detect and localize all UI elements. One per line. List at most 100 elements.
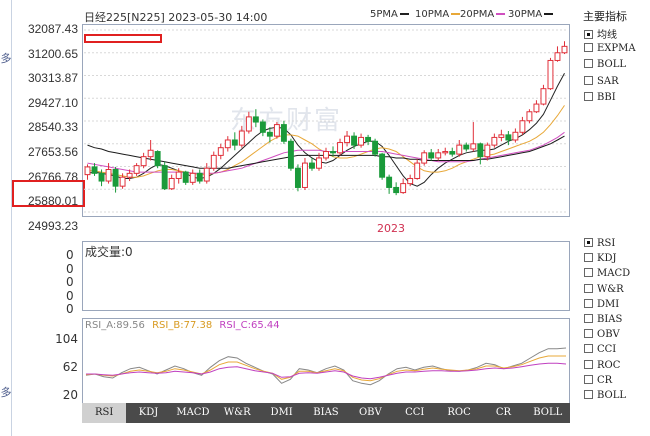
indicator-label: BBI <box>597 92 616 103</box>
candle-body <box>287 140 294 169</box>
candle-body <box>245 116 252 132</box>
ma-legend-swatch <box>544 13 554 15</box>
indicator-label: 均线 <box>597 30 617 41</box>
tab-cr[interactable]: CR <box>495 407 511 418</box>
tab-roc[interactable]: ROC <box>447 407 471 418</box>
candle-body <box>294 167 301 188</box>
chart-header-title: 日经225[N225] 2023-05-30 14:00 <box>84 11 268 24</box>
candle-body <box>119 176 126 187</box>
candle-body <box>302 162 308 188</box>
sub-indicator-item[interactable]: ROC <box>584 359 620 371</box>
x-axis-year-label: 2023 <box>377 222 405 235</box>
checkbox-icon[interactable] <box>584 75 593 85</box>
checkbox-icon[interactable] <box>584 374 593 384</box>
sub-indicator-item[interactable]: CCI <box>584 344 616 355</box>
candle-body <box>238 130 245 146</box>
volume-tick-label: 0 <box>66 261 74 276</box>
checkbox-icon[interactable] <box>584 268 593 278</box>
checkbox-icon[interactable] <box>584 344 593 354</box>
rsi-tick-label: 62 <box>62 360 78 374</box>
checkbox-icon[interactable] <box>584 253 593 263</box>
candle-body <box>547 59 554 90</box>
checkbox-icon[interactable] <box>584 30 593 39</box>
checkbox-icon[interactable] <box>584 359 593 369</box>
candle-body <box>491 136 498 146</box>
checkbox-icon[interactable] <box>584 314 593 323</box>
candle-body <box>196 172 203 182</box>
main-indicator-item[interactable]: SAR <box>584 75 619 87</box>
side-tab-top[interactable]: 多 <box>0 52 12 65</box>
candle-body <box>337 142 343 154</box>
checkbox-icon[interactable] <box>584 283 593 293</box>
tab-boll[interactable]: BOLL <box>533 407 563 418</box>
checkbox-icon[interactable] <box>584 92 593 101</box>
tab-wr[interactable]: W&R <box>223 407 251 418</box>
indicator-label: OBV <box>597 329 620 341</box>
ma-legend-label: 5PMA <box>370 9 398 20</box>
sub-indicator-item[interactable]: W&R <box>584 283 624 295</box>
candle-body <box>540 88 547 105</box>
tab-rsi[interactable]: RSI <box>82 403 127 423</box>
main-indicator-item[interactable]: 均线 <box>584 26 617 41</box>
candle-body <box>428 152 435 159</box>
main-indicator-item[interactable]: BBI <box>584 92 616 103</box>
volume-tick-label: 0 <box>66 275 74 289</box>
tab-macd[interactable]: MACD <box>176 407 210 418</box>
side-tab-bottom[interactable]: 多 <box>0 386 12 399</box>
candle-body <box>435 152 442 159</box>
checkbox-icon[interactable] <box>584 390 593 399</box>
indicator-label: KDJ <box>597 253 617 265</box>
ma-legend-swatch <box>451 13 461 15</box>
ma-legend-label: 20PMA <box>460 9 495 20</box>
candle-body <box>400 183 407 194</box>
candle-body <box>456 144 463 155</box>
candle-body <box>133 165 140 174</box>
candle-body <box>266 131 273 137</box>
candle-body <box>414 162 421 179</box>
indicator-label: W&R <box>597 283 624 295</box>
checkbox-icon[interactable] <box>584 329 593 339</box>
sub-indicator-item[interactable]: DMI <box>584 298 619 310</box>
candle-body <box>168 177 175 190</box>
candle-body <box>519 120 526 133</box>
sub-indicator-item[interactable]: OBV <box>584 329 620 340</box>
checkbox-icon[interactable] <box>584 298 593 308</box>
indicator-label: MACD <box>597 268 631 280</box>
tab-cci[interactable]: CCI <box>405 407 425 418</box>
candle-body <box>273 124 280 137</box>
candle-body <box>126 172 133 178</box>
sub-indicator-item[interactable]: KDJ <box>584 253 617 264</box>
sub-indicator-item[interactable]: MACD <box>584 268 630 279</box>
tab-dmi[interactable]: DMI <box>270 407 293 418</box>
candle-body <box>365 136 372 142</box>
checkbox-icon[interactable] <box>584 59 593 68</box>
indicator-label: BOLL <box>597 59 627 70</box>
tab-kdj[interactable]: KDJ <box>138 407 159 418</box>
candle-body <box>407 177 414 185</box>
sub-indicator-item[interactable]: BOLL <box>584 390 626 401</box>
sub-indicator-item[interactable]: BIAS <box>584 314 622 325</box>
candle-body <box>344 135 350 144</box>
candle-body <box>323 151 329 159</box>
candle-body <box>386 176 393 188</box>
candle-body <box>561 45 568 54</box>
rsi-tick-label: 104 <box>55 332 78 346</box>
tab-bias[interactable]: BIAS <box>313 407 339 418</box>
ma-legend-item: 5PMA <box>370 9 409 20</box>
candle-body <box>463 144 470 150</box>
candle-body <box>379 153 386 178</box>
main-indicator-item[interactable]: EXPMA <box>584 42 636 54</box>
candle-body <box>252 116 259 123</box>
candle-body <box>259 121 266 133</box>
rsi-line-c <box>86 362 567 380</box>
sub-indicator-item[interactable]: CR <box>584 374 612 386</box>
checkbox-icon[interactable] <box>584 238 593 247</box>
sub-indicator-item[interactable]: RSI <box>584 238 615 249</box>
volume-label: 成交量:0 <box>85 245 133 259</box>
tab-obv[interactable]: OBV <box>358 407 382 418</box>
price-tick-label: 31200.65 <box>27 46 78 61</box>
main-indicator-item[interactable]: BOLL <box>584 59 626 70</box>
checkbox-icon[interactable] <box>584 42 593 52</box>
volume-panel[interactable] <box>82 241 570 311</box>
indicator-tab-bar: RSI KDJ MACD W&R DMI BIAS OBV CCI ROC CR BOLL <box>82 403 570 423</box>
